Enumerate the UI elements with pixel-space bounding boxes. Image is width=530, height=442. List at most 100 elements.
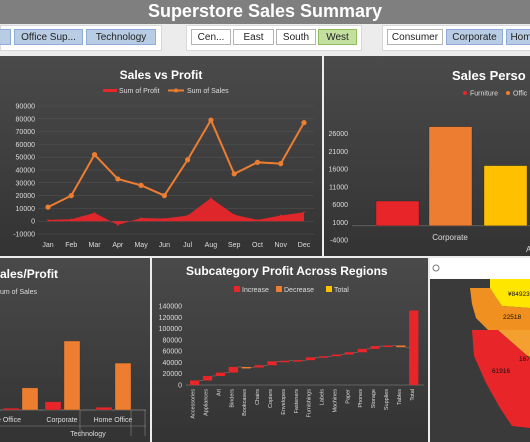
slicer-item-west[interactable]: West xyxy=(318,29,357,45)
y-tick-label: 120000 xyxy=(159,315,182,322)
y-tick-label: 40000 xyxy=(16,168,36,175)
x-tick-label: Jun xyxy=(159,242,170,249)
dashboard-title: Superstore Sales Summary xyxy=(147,1,383,21)
chart-title: Subcategory Profit Across Regions xyxy=(186,264,388,278)
slicer-item-corporate[interactable]: Corporate xyxy=(446,29,503,45)
bar-red xyxy=(2,408,20,411)
waterfall-bar xyxy=(370,346,380,349)
y-tick-label: 100000 xyxy=(159,326,182,333)
slicer-item-south[interactable]: South xyxy=(276,29,316,45)
waterfall-bar xyxy=(383,345,393,347)
x-tick-label: Machines xyxy=(332,389,338,413)
y-tick-label: 6000 xyxy=(332,202,348,209)
legend-label-furniture: Furniture xyxy=(470,91,498,98)
sales-point xyxy=(45,204,51,210)
map-value-label: 61916 xyxy=(492,368,510,375)
profit-point xyxy=(256,219,259,221)
waterfall-bar xyxy=(228,366,238,373)
waterfall-bar xyxy=(306,357,316,361)
x-tick-label: Corporate xyxy=(46,417,77,424)
x-tick-label: Bookcases xyxy=(242,389,248,416)
sales-point xyxy=(161,193,167,199)
profit-point xyxy=(140,217,142,219)
slicer-item-consumer[interactable]: Consumer xyxy=(387,29,443,45)
map-value-label: 22518 xyxy=(503,314,521,321)
waterfall-bar xyxy=(241,366,251,369)
y-tick-label: 60000 xyxy=(16,142,36,149)
slicer-item-technology[interactable]: Technology xyxy=(86,29,156,45)
bar-orange xyxy=(63,340,81,411)
y-tick-label: 140000 xyxy=(159,304,182,311)
legend-label-office: Offic xyxy=(513,91,528,98)
region-shape-california xyxy=(472,330,530,428)
x-tick-label: Fasteners xyxy=(294,389,300,414)
sales-point xyxy=(208,117,214,123)
y-tick-label: 80000 xyxy=(163,337,183,344)
legend-swatch-office xyxy=(506,91,510,95)
x-tick-label: Home Office xyxy=(94,417,133,424)
x-tick-label: Accessories xyxy=(191,389,197,419)
legend-swatch-increase xyxy=(234,286,240,292)
y-tick-label: 20000 xyxy=(16,193,36,200)
slicer-item-east[interactable]: East xyxy=(233,29,274,45)
map-panel[interactable]: ¥84923 22518 1672 61916 xyxy=(430,258,530,442)
waterfall-bar xyxy=(344,352,354,355)
sales-person-panel[interactable]: Sales Perso Furniture Offic 26000 21000 1600… xyxy=(324,56,530,256)
bar-red xyxy=(95,407,113,411)
slicer-item-central[interactable]: Cen... xyxy=(191,29,231,45)
profit-point xyxy=(233,214,235,216)
region-map: ¥84923 22518 1672 61916 xyxy=(430,258,530,428)
slicer-item-category-1[interactable] xyxy=(0,29,11,45)
x-tick-label: Feb xyxy=(65,242,77,249)
sales-profit-panel[interactable]: ales/Profit um of Sales e Office Corporate… xyxy=(0,258,150,442)
x-tick-label: Dec xyxy=(298,242,311,249)
x-tick-label: Art xyxy=(216,389,222,397)
subcategory-profit-panel[interactable]: Subcategory Profit Across Regions Increa… xyxy=(152,258,428,442)
map-search-bar xyxy=(430,258,530,279)
y-tick-label: 50000 xyxy=(16,155,36,162)
waterfall-bar xyxy=(267,361,277,366)
y-tick-label: 40000 xyxy=(163,360,183,367)
bar-yellow xyxy=(483,165,528,226)
legend-swatch-total xyxy=(326,286,332,292)
profit-point xyxy=(93,212,96,214)
waterfall-bar xyxy=(215,372,226,376)
slicer-item-office-supplies[interactable]: Office Sup... xyxy=(14,29,83,45)
y-tick-label: 70000 xyxy=(16,129,36,136)
bar-orange xyxy=(21,387,39,411)
legend-label-profit: Sum of Profit xyxy=(119,88,160,95)
y-tick-label: 60000 xyxy=(163,349,183,356)
sales-vs-profit-panel[interactable]: Sales vs Profit Sum of Profit Sum of Sale… xyxy=(0,56,322,256)
category-group-label: Technology xyxy=(70,431,106,438)
x-tick-label: Supplies xyxy=(384,389,390,410)
x-tick-label: Jul xyxy=(183,242,192,249)
y-tick-label: 0 xyxy=(178,383,182,390)
waterfall-bar xyxy=(202,375,213,381)
y-tick-label: 10000 xyxy=(16,206,36,213)
legend-label-total: Total xyxy=(334,287,349,294)
x-tick-label: Nov xyxy=(275,242,288,249)
sales-point xyxy=(278,161,284,167)
legend-label-decrease: Decrease xyxy=(284,287,314,294)
x-tick-label: Oct xyxy=(252,242,263,249)
waterfall-bar xyxy=(396,345,406,348)
x-tick-label: Jan xyxy=(42,242,53,249)
x-tick-label: Paper xyxy=(345,389,351,404)
sales-point xyxy=(185,157,191,163)
y-tick-label: 80000 xyxy=(16,116,36,123)
waterfall-bar xyxy=(318,356,329,358)
x-category-label: Corporate xyxy=(432,233,468,242)
sales-line xyxy=(47,117,305,209)
x-tick-label: Phones xyxy=(358,389,364,408)
waterfall-bar xyxy=(293,360,303,362)
map-settings-icon xyxy=(432,264,440,272)
y-tick-label: -4000 xyxy=(330,238,348,245)
region-shape-washington xyxy=(490,279,530,308)
slicer-item-home-office[interactable]: Hom xyxy=(506,29,530,45)
y-tick-label: 20000 xyxy=(163,371,183,378)
waterfall-bar xyxy=(409,310,419,385)
map-value-label: ¥84923 xyxy=(508,291,530,298)
y-tick-label: 30000 xyxy=(16,180,36,187)
legend-swatch-profit xyxy=(103,89,117,92)
chart-title: Sales Perso xyxy=(452,68,526,83)
